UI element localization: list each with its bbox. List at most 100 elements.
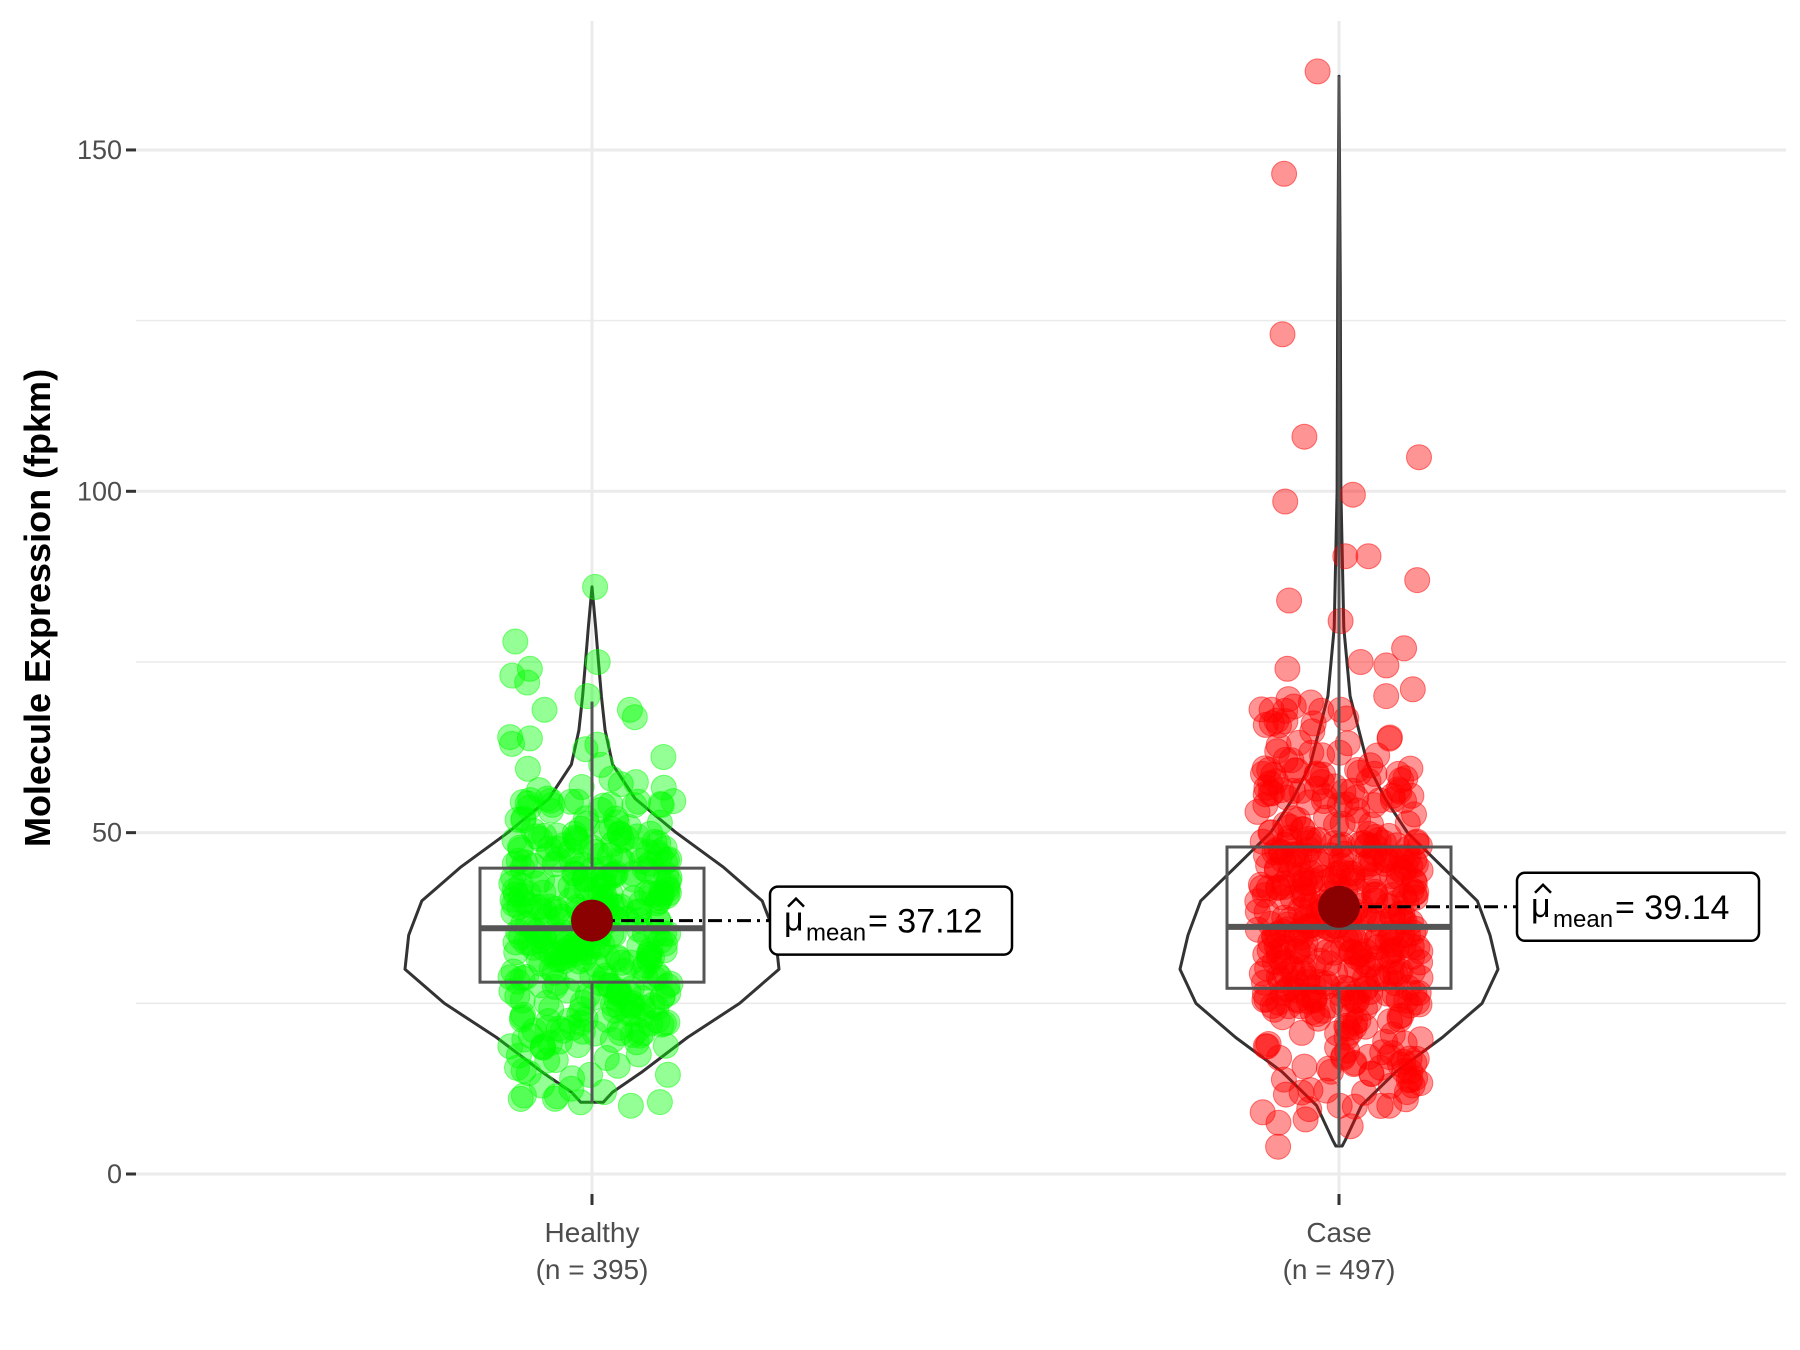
data-point-healthy	[593, 1045, 620, 1071]
data-point-healthy	[584, 649, 611, 675]
box-iqr	[1225, 845, 1453, 990]
data-point-case	[1304, 58, 1331, 85]
data-point-healthy	[617, 1092, 644, 1119]
data-point-healthy	[498, 870, 525, 897]
data-point-case	[1379, 1021, 1406, 1048]
data-point-case	[1303, 775, 1330, 802]
mu-symbol: μ	[784, 901, 804, 939]
data-point-case	[1271, 160, 1298, 187]
x-tick-label: Case	[1306, 1217, 1371, 1248]
data-point-healthy	[639, 944, 665, 971]
data-point-healthy	[652, 1032, 679, 1059]
data-point-case	[1354, 867, 1381, 894]
data-point-case	[1248, 696, 1275, 723]
data-point-case	[1298, 739, 1325, 766]
data-point-healthy	[514, 755, 541, 782]
mu-symbol: μ	[1531, 887, 1551, 925]
y-tick-label: 150	[77, 135, 122, 165]
data-point-case	[1284, 935, 1311, 962]
data-point-healthy	[497, 1033, 524, 1060]
data-point-case	[1358, 846, 1384, 872]
data-point-case	[1296, 836, 1323, 863]
data-point-case	[1248, 960, 1275, 987]
data-point-case	[1347, 649, 1374, 675]
data-point-case	[1265, 1109, 1292, 1136]
data-point-case	[1373, 683, 1400, 710]
data-point-case	[1388, 767, 1415, 794]
data-point-case	[1395, 844, 1422, 871]
data-point-case	[1291, 423, 1318, 450]
data-point-case	[1254, 955, 1281, 982]
data-point-case	[1401, 1050, 1428, 1077]
data-point-healthy	[574, 683, 601, 710]
data-point-healthy	[507, 836, 534, 863]
data-point-case	[1341, 1014, 1368, 1040]
data-point-case	[1252, 792, 1279, 818]
data-point-case	[1249, 1099, 1276, 1126]
data-point-case	[1272, 961, 1299, 988]
data-point-case	[1372, 1028, 1399, 1055]
data-point-case	[1329, 810, 1356, 837]
data-point-case	[1407, 938, 1434, 965]
data-point-healthy	[608, 827, 635, 854]
data-point-healthy	[558, 1075, 585, 1102]
data-point-healthy	[520, 817, 547, 844]
data-point-case	[1285, 938, 1312, 965]
data-point-healthy	[625, 1041, 652, 1068]
data-point-healthy	[538, 956, 565, 983]
data-point-case	[1266, 1044, 1293, 1071]
data-point-case	[1279, 955, 1306, 982]
data-point-healthy	[644, 961, 670, 988]
y-axis-title: Molecule Expression (fpkm)	[17, 369, 58, 847]
data-point-case	[1395, 1067, 1422, 1094]
data-point-case	[1299, 718, 1326, 745]
data-point-case	[1355, 543, 1382, 570]
data-point-case	[1269, 1004, 1296, 1031]
data-point-healthy	[646, 1089, 673, 1116]
data-point-healthy	[509, 789, 536, 815]
data-point-case	[1355, 767, 1382, 794]
data-point-case	[1365, 965, 1392, 992]
data-point-case	[1310, 761, 1336, 788]
data-point-case	[1255, 875, 1282, 902]
data-point-healthy	[597, 972, 624, 999]
mean-value-label: = 39.14	[1615, 889, 1729, 927]
data-point-healthy	[537, 787, 564, 814]
data-point-healthy	[582, 573, 609, 600]
data-point-case	[1376, 725, 1403, 752]
data-point-case	[1299, 999, 1326, 1026]
data-point-case	[1280, 805, 1307, 832]
data-point-healthy	[516, 725, 543, 752]
data-point-case	[1376, 1092, 1403, 1119]
data-point-healthy	[510, 1057, 537, 1084]
data-point-case	[1332, 543, 1359, 570]
data-point-healthy	[587, 797, 614, 823]
data-point-case	[1276, 587, 1303, 614]
data-point-case	[1297, 689, 1324, 716]
data-point-healthy	[647, 884, 674, 911]
data-point-case	[1379, 949, 1406, 975]
data-point-healthy	[537, 1030, 563, 1056]
data-point-healthy	[650, 774, 677, 801]
data-point-case	[1347, 831, 1374, 858]
data-point-healthy	[531, 696, 558, 723]
data-point-case	[1247, 871, 1274, 898]
jitter-points	[497, 58, 1434, 1160]
axes: 0 50 100 150 Healthy (n = 395) Case (n = 497)	[77, 135, 1395, 1285]
data-point-healthy	[498, 978, 525, 1005]
data-point-case	[1315, 1055, 1342, 1082]
data-point-case	[1407, 949, 1434, 976]
data-point-healthy	[582, 839, 609, 865]
data-point-case	[1359, 850, 1386, 877]
data-point-healthy	[654, 1061, 681, 1088]
data-point-case	[1263, 836, 1290, 863]
data-point-case	[1244, 888, 1271, 915]
data-point-healthy	[535, 841, 562, 868]
data-point-case	[1392, 854, 1419, 881]
data-point-case	[1252, 781, 1279, 808]
data-point-healthy	[510, 1001, 537, 1028]
x-tick-count: (n = 497)	[1283, 1254, 1396, 1285]
data-point-case	[1263, 768, 1289, 795]
data-point-case	[1252, 711, 1279, 738]
